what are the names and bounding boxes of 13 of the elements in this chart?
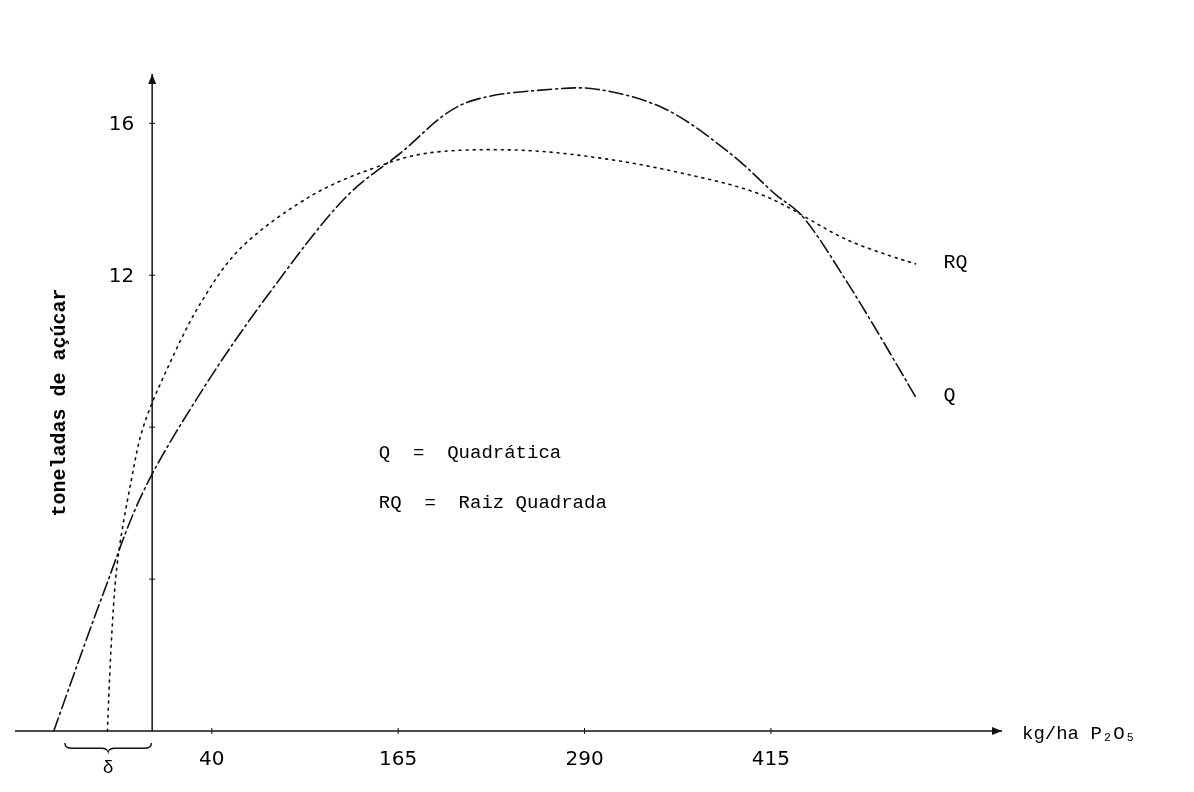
series-label: RQ [943, 250, 968, 274]
y-tick-label: 12 [108, 263, 135, 288]
y-axis-title: toneladas de açúcar [48, 288, 71, 517]
series-label: Q [943, 383, 956, 407]
annotation: Q = Quadrática [378, 441, 562, 464]
x-tick-label: 290 [565, 746, 604, 770]
y-tick-label: 16 [108, 111, 135, 136]
x-tick-label: 165 [379, 746, 418, 770]
x-axis-title: kg/ha P₂O₅ [1022, 723, 1137, 745]
text: δ [102, 758, 114, 778]
x-tick-label: 40 [199, 746, 225, 770]
annotation: RQ = Raiz Quadrada [378, 491, 607, 514]
x-tick-label: 415 [751, 746, 790, 770]
